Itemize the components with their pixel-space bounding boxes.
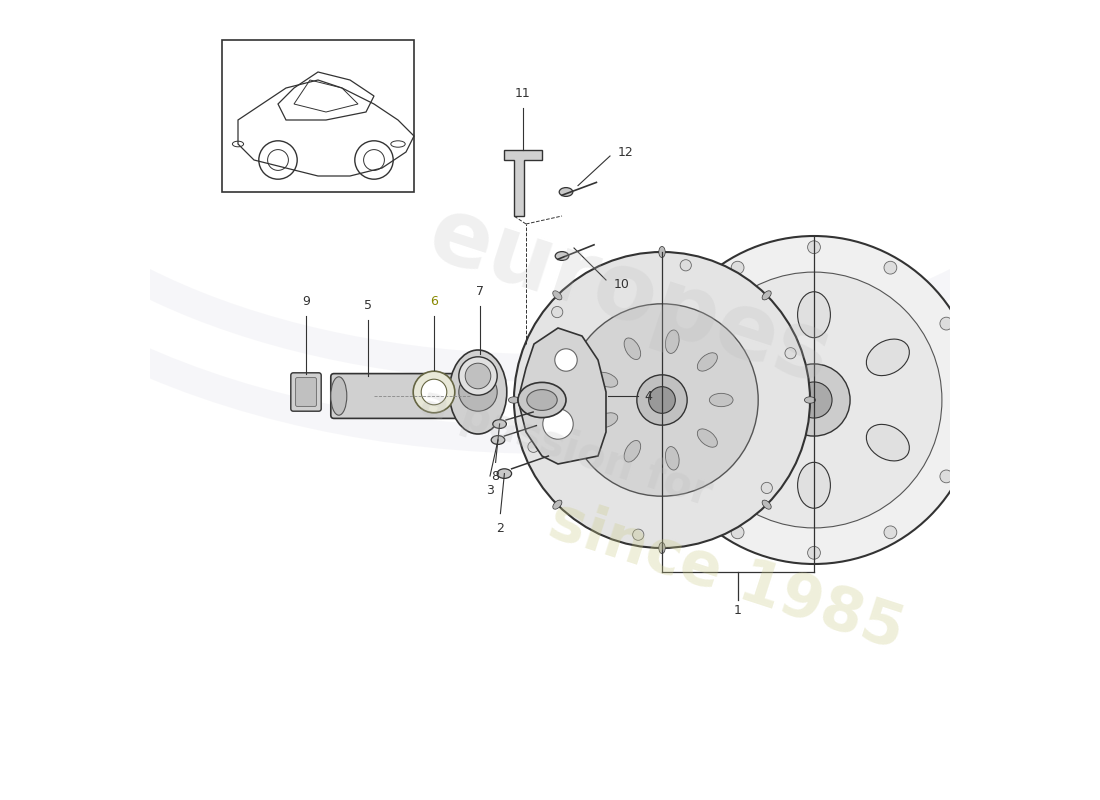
Ellipse shape	[553, 500, 562, 510]
Ellipse shape	[697, 353, 717, 371]
Ellipse shape	[497, 469, 512, 478]
Text: 4: 4	[645, 390, 652, 402]
Ellipse shape	[659, 542, 666, 554]
Ellipse shape	[762, 290, 771, 300]
Circle shape	[778, 364, 850, 436]
Circle shape	[654, 394, 668, 406]
Ellipse shape	[624, 338, 640, 359]
Text: a passion for: a passion for	[415, 381, 717, 515]
Circle shape	[732, 526, 744, 538]
Ellipse shape	[804, 397, 815, 403]
Text: europes: europes	[418, 189, 843, 403]
FancyBboxPatch shape	[331, 374, 490, 418]
Circle shape	[807, 546, 821, 559]
Text: 11: 11	[515, 87, 530, 100]
Circle shape	[884, 262, 896, 274]
Circle shape	[680, 260, 692, 271]
Text: 3: 3	[486, 484, 494, 497]
Circle shape	[632, 529, 644, 540]
Circle shape	[796, 382, 832, 418]
Ellipse shape	[666, 446, 679, 470]
Circle shape	[414, 371, 454, 413]
Circle shape	[807, 241, 821, 254]
Ellipse shape	[449, 350, 507, 434]
Circle shape	[514, 252, 810, 548]
Circle shape	[637, 375, 688, 425]
Ellipse shape	[867, 424, 910, 461]
Ellipse shape	[459, 357, 497, 395]
Ellipse shape	[508, 397, 519, 403]
Ellipse shape	[518, 382, 567, 418]
Circle shape	[939, 318, 953, 330]
Circle shape	[939, 470, 953, 483]
Circle shape	[459, 373, 497, 411]
Ellipse shape	[559, 188, 573, 196]
Circle shape	[649, 386, 675, 414]
Ellipse shape	[697, 429, 717, 447]
Text: 8: 8	[492, 470, 499, 483]
Circle shape	[675, 470, 689, 482]
Circle shape	[675, 318, 689, 330]
Text: 12: 12	[618, 146, 634, 158]
Text: 10: 10	[614, 278, 630, 290]
FancyBboxPatch shape	[296, 378, 317, 406]
Ellipse shape	[798, 462, 830, 508]
Ellipse shape	[556, 251, 569, 261]
Ellipse shape	[666, 330, 679, 354]
Ellipse shape	[595, 413, 618, 428]
Ellipse shape	[493, 419, 506, 429]
Ellipse shape	[595, 372, 618, 387]
Ellipse shape	[762, 500, 771, 510]
Text: 7: 7	[476, 285, 484, 298]
Circle shape	[565, 304, 758, 496]
Ellipse shape	[718, 339, 761, 376]
Circle shape	[554, 349, 578, 371]
Circle shape	[960, 394, 974, 406]
Circle shape	[551, 306, 563, 318]
Polygon shape	[505, 150, 542, 216]
Ellipse shape	[492, 435, 505, 444]
Text: since 1985: since 1985	[541, 491, 911, 661]
Circle shape	[650, 236, 978, 564]
Ellipse shape	[718, 424, 761, 461]
Circle shape	[785, 348, 796, 359]
Circle shape	[732, 262, 744, 274]
Circle shape	[465, 363, 491, 389]
Text: 9: 9	[302, 295, 310, 308]
Circle shape	[686, 272, 942, 528]
Ellipse shape	[331, 377, 346, 415]
Ellipse shape	[798, 292, 830, 338]
Circle shape	[542, 409, 573, 439]
Text: 5: 5	[364, 299, 372, 312]
Ellipse shape	[527, 390, 558, 410]
FancyBboxPatch shape	[222, 40, 414, 192]
Text: 2: 2	[496, 522, 504, 534]
Text: 1: 1	[734, 604, 741, 617]
FancyBboxPatch shape	[290, 373, 321, 411]
Ellipse shape	[867, 339, 910, 376]
Polygon shape	[518, 328, 606, 464]
Text: 6: 6	[430, 295, 438, 308]
Ellipse shape	[553, 290, 562, 300]
Circle shape	[528, 441, 539, 452]
Circle shape	[884, 526, 896, 538]
Circle shape	[421, 379, 447, 405]
Ellipse shape	[624, 441, 640, 462]
Ellipse shape	[710, 394, 733, 406]
Circle shape	[761, 482, 772, 494]
Ellipse shape	[659, 246, 666, 258]
